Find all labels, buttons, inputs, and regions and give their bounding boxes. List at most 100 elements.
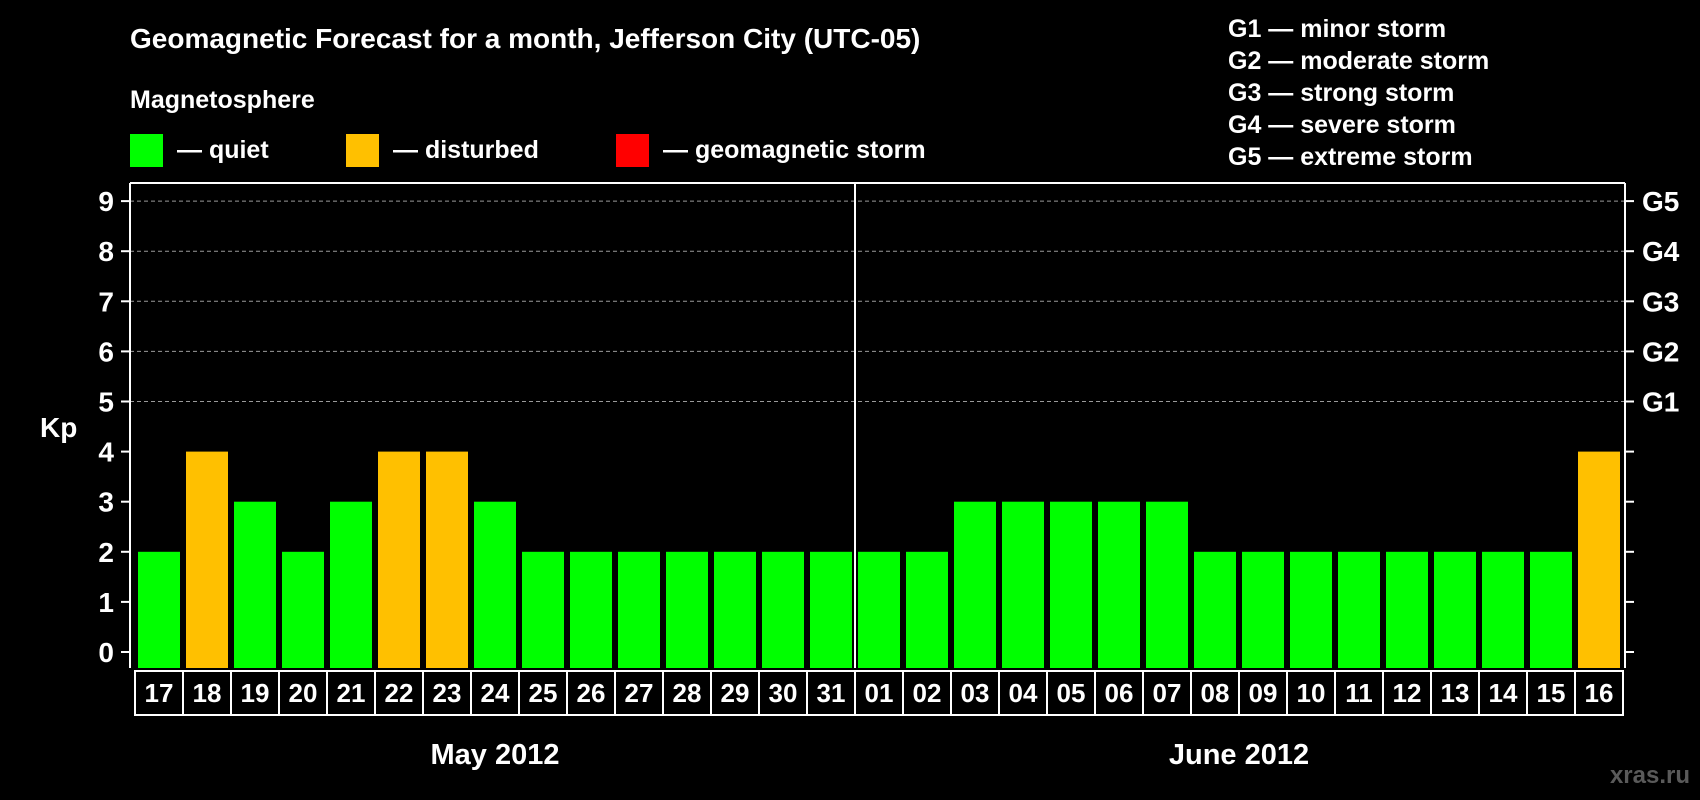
day-cell-30 [1574,670,1624,716]
day-label-10: 27 [625,678,654,708]
storm-legend-item-1: G2 — moderate storm [1228,47,1489,75]
bar-03 [954,501,996,668]
bar-04 [1002,501,1044,668]
day-label-13: 30 [769,678,798,708]
day-label-28: 14 [1489,678,1518,708]
storm-legend-item-2: G3 — strong storm [1228,79,1454,107]
legend-swatch-0 [130,134,163,167]
bar-20 [282,551,324,668]
bar-01 [858,551,900,668]
bar-15 [1530,551,1572,668]
y-axis-ticks: 0 1 2 3 4 5 6 7 8 9 [98,186,1634,668]
day-label-19: 05 [1057,678,1086,708]
legend-label-2: — geomagnetic storm [663,136,926,164]
bar-13 [1434,551,1476,668]
storm-level-label-G5: G5 [1642,186,1679,217]
day-label-11: 28 [673,678,702,708]
day-label-3: 20 [289,678,318,708]
bar-30 [762,551,804,668]
storm-legend-item-0: G1 — minor storm [1228,15,1446,43]
bar-28 [666,551,708,668]
day-label-18: 04 [1009,678,1038,708]
bar-11 [1338,551,1380,668]
bar-08 [1194,551,1236,668]
day-label-25: 11 [1345,678,1373,708]
bar-22 [378,451,420,668]
x-axis-day-cells: 17 18 19 20 21 22 23 24 25 26 27 28 29 30 31 01 02 03 04 05… [134,670,1624,716]
day-label-29: 15 [1537,678,1566,708]
y-tick-label-7: 7 [98,286,114,317]
bar-10 [1290,551,1332,668]
storm-level-label-G1: G1 [1642,387,1679,418]
day-label-14: 31 [817,678,846,708]
day-label-16: 02 [913,678,942,708]
day-label-6: 23 [433,678,462,708]
y-tick-label-4: 4 [98,437,114,468]
day-label-24: 10 [1297,678,1326,708]
month-labels: May 2012 June 2012 [431,739,1310,771]
grid [130,200,1625,402]
storm-legend: G1 — minor storm G2 — moderate storm G3 — … [1228,15,1489,171]
day-label-2: 19 [241,678,270,708]
y-axis-label: Kp [40,412,77,443]
day-label-1: 18 [193,678,222,708]
day-label-5: 22 [385,678,414,708]
y-tick-label-5: 5 [98,387,114,418]
bar-16 [1578,451,1620,668]
day-label-12: 29 [721,678,750,708]
day-label-7: 24 [481,678,510,708]
bar-06 [1098,501,1140,668]
legend-label-1: — disturbed [393,136,539,164]
storm-legend-item-3: G4 — severe storm [1228,111,1456,139]
bar-26 [570,551,612,668]
storm-level-label-G2: G2 [1642,336,1679,367]
day-label-17: 03 [961,678,990,708]
day-label-8: 25 [529,678,558,708]
y-tick-label-2: 2 [98,537,114,568]
y-tick-label-9: 9 [98,186,114,217]
month-label-0: May 2012 [431,739,560,771]
bar-05 [1050,501,1092,668]
bar-19 [234,501,276,668]
bar-09 [1242,551,1284,668]
bar-27 [618,551,660,668]
day-label-30: 16 [1585,678,1614,708]
storm-level-label-G3: G3 [1642,286,1679,317]
bars [138,451,1620,668]
day-label-15: 01 [865,678,894,708]
bar-29 [714,551,756,668]
legend-swatch-2 [616,134,649,167]
day-label-21: 07 [1153,678,1182,708]
month-label-1: June 2012 [1169,739,1309,771]
axes [129,182,1626,668]
bar-17 [138,551,180,668]
bar-14 [1482,551,1524,668]
chart-title: Geomagnetic Forecast for a month, Jeffer… [130,23,920,54]
y-tick-label-6: 6 [98,336,114,367]
bar-24 [474,501,516,668]
day-label-20: 06 [1105,678,1134,708]
bar-18 [186,451,228,668]
y-tick-label-3: 3 [98,487,114,518]
legend-swatch-1 [346,134,379,167]
bar-23 [426,451,468,668]
day-label-27: 13 [1441,678,1470,708]
day-label-4: 21 [337,678,366,708]
storm-level-ticks: G1 G2 G3 G4 G5 [1642,186,1680,417]
bar-07 [1146,501,1188,668]
bar-25 [522,551,564,668]
day-label-23: 09 [1249,678,1278,708]
day-label-26: 12 [1393,678,1422,708]
storm-level-label-G4: G4 [1642,236,1680,267]
bar-31 [810,551,852,668]
legend-title: Magnetosphere [130,86,315,114]
watermark: xras.ru [1610,762,1690,789]
day-label-0: 17 [145,678,174,708]
bar-02 [906,551,948,668]
y-tick-label-1: 1 [98,587,114,618]
legend-label-0: — quiet [177,136,269,164]
y-tick-label-8: 8 [98,236,114,267]
bar-12 [1386,551,1428,668]
storm-legend-item-4: G5 — extreme storm [1228,143,1473,171]
